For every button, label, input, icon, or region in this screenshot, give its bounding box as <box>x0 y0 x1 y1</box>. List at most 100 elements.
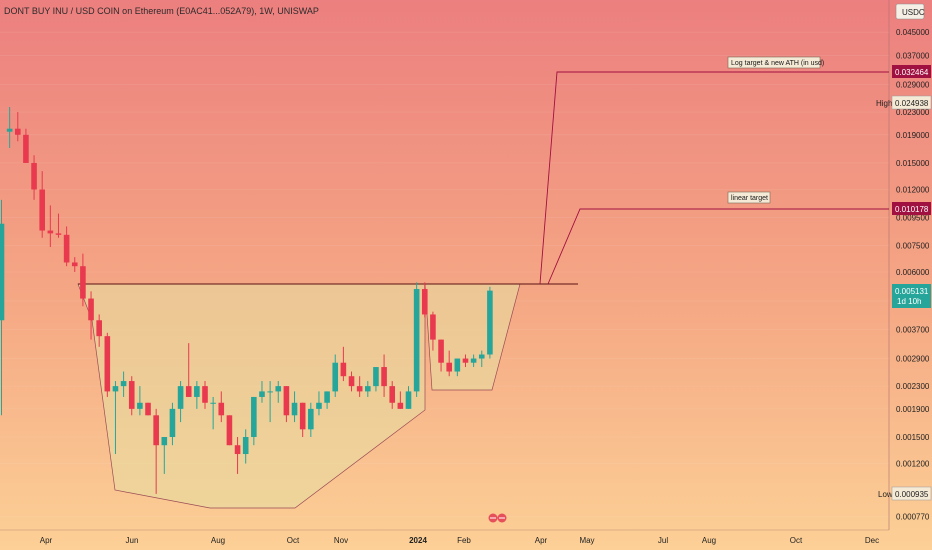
candle <box>194 381 200 409</box>
y-tick-label: 0.002300 <box>896 382 930 391</box>
candle-body <box>332 362 339 392</box>
y-tick-label: 0.006000 <box>896 268 930 277</box>
candle-body <box>137 402 143 409</box>
candle-body <box>259 391 265 397</box>
candle <box>210 396 216 430</box>
candle <box>470 354 477 368</box>
linear-target-label: linear target <box>731 195 768 202</box>
candle <box>137 386 143 416</box>
candle <box>389 381 396 409</box>
candle-body <box>96 320 102 337</box>
x-tick-label: May <box>579 536 594 545</box>
candle <box>356 376 363 397</box>
candle <box>112 381 119 455</box>
linear-target-projection <box>547 208 889 285</box>
currency-box[interactable] <box>895 3 925 20</box>
y-tick-label: 0.012000 <box>896 186 930 195</box>
candle <box>96 314 102 347</box>
candle <box>259 381 265 403</box>
candle-body <box>299 402 306 430</box>
candle-body <box>185 386 192 397</box>
linear-target-annotation: linear target <box>727 191 771 204</box>
candle <box>381 354 387 397</box>
candle-body <box>88 298 94 321</box>
currency-label[interactable]: USDC <box>895 3 925 20</box>
candle-body <box>145 402 151 416</box>
log-target-label: Log target & new ATH (in usd) <box>731 60 824 67</box>
candle <box>275 381 282 403</box>
low-price-tag: Low 0.000935 <box>878 486 932 501</box>
candle <box>324 391 330 409</box>
candle <box>462 354 469 368</box>
candle-body <box>6 128 13 132</box>
candle-body <box>39 189 45 231</box>
y-tick-label: 0.037000 <box>896 51 930 60</box>
log-target-price-tag: 0.032464 <box>892 65 931 78</box>
x-tick-label: Dec <box>865 536 879 545</box>
candle-body <box>324 391 330 403</box>
candle-body <box>348 376 355 387</box>
y-tick-label: 0.023000 <box>896 108 930 117</box>
x-tick-label: Jul <box>658 536 668 545</box>
candle-body <box>446 362 452 372</box>
candle <box>487 286 493 359</box>
candle-body <box>80 266 86 299</box>
candle-body <box>120 381 127 387</box>
candle-body <box>202 386 208 403</box>
candle-body <box>405 391 412 409</box>
candle-body <box>413 289 420 392</box>
candle-body <box>112 386 119 392</box>
candle <box>226 415 233 446</box>
x-tick-label: Apr <box>40 536 53 545</box>
time-axis[interactable]: Apr Jun Aug Oct Nov 2024 Feb Apr May Jul Aug Oct Dec <box>40 536 879 545</box>
candle-body <box>251 396 257 437</box>
candle <box>316 391 322 416</box>
candles <box>0 107 493 494</box>
y-tick-label: 0.029000 <box>896 80 930 89</box>
candle-body <box>308 408 314 430</box>
currency-text: USDC <box>902 8 925 17</box>
candle <box>454 358 461 377</box>
candle <box>145 402 151 416</box>
current-price-value: 0.005131 <box>895 287 929 296</box>
candle-body <box>104 336 111 392</box>
current-price-tag-box <box>892 284 931 308</box>
candle-body <box>356 386 363 392</box>
candle-body <box>462 358 469 363</box>
high-tag-box <box>891 95 932 110</box>
candle <box>299 402 306 437</box>
candle-body <box>47 230 54 234</box>
candle-body <box>63 234 70 263</box>
candle-body <box>23 134 29 163</box>
candle-body <box>194 386 200 397</box>
candle <box>421 282 428 318</box>
candle <box>0 199 5 416</box>
candle-body <box>71 262 78 267</box>
candle <box>267 381 273 423</box>
high-price-tag: High 0.024938 <box>876 95 932 110</box>
x-tick-label: Nov <box>334 536 348 545</box>
candle-body <box>169 408 176 437</box>
low-tag-box <box>891 486 932 501</box>
y-tick-label: 0.001200 <box>896 460 930 469</box>
candle-body <box>397 402 404 409</box>
log-target-label-box <box>727 56 821 69</box>
candle <box>202 381 208 409</box>
x-tick-label: 2024 <box>409 536 427 545</box>
candle-body <box>218 402 225 416</box>
candle-body <box>430 314 436 340</box>
candle-body <box>153 415 159 446</box>
candle <box>478 350 485 368</box>
candle-body <box>373 367 379 387</box>
candle-body <box>365 386 371 392</box>
x-tick-label: Jun <box>126 536 139 545</box>
log-target-tag-box <box>892 65 931 78</box>
candle <box>88 291 94 340</box>
linear-target-label-box <box>727 191 771 204</box>
candle <box>39 171 45 238</box>
candle <box>340 346 347 382</box>
candle-body <box>275 386 282 392</box>
candle <box>177 381 184 423</box>
candle <box>234 437 241 474</box>
